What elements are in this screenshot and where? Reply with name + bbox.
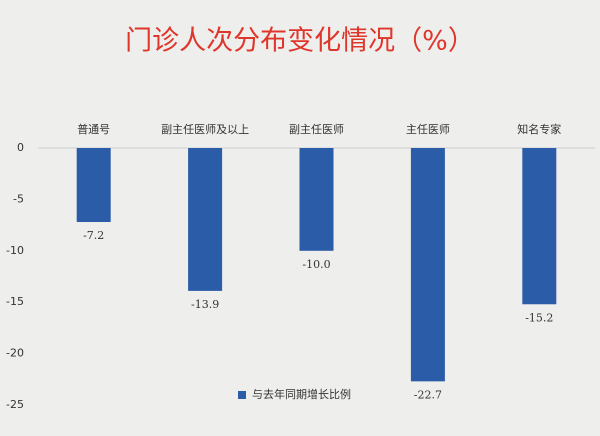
- value-label: -7.2: [83, 229, 104, 242]
- legend-swatch: [238, 391, 246, 399]
- x-tick-label: 副主任医师及以上: [161, 123, 249, 136]
- x-tick-label: 普通号: [77, 122, 110, 136]
- value-label: -13.9: [191, 298, 219, 311]
- bar: [522, 148, 557, 305]
- legend-label: 与去年同期增长比例: [252, 387, 351, 401]
- y-tick-label: -10: [6, 244, 24, 257]
- y-tick-label: -5: [13, 192, 24, 205]
- x-tick-label: 主任医师: [406, 123, 450, 136]
- chart-title: 门诊人次分布变化情况（%）: [125, 26, 475, 57]
- x-tick-label: 副主任医师: [289, 123, 344, 136]
- x-tick-label: 知名专家: [517, 122, 561, 136]
- bar: [188, 148, 223, 291]
- bar: [299, 148, 334, 251]
- bar: [410, 148, 445, 382]
- y-tick-label: -15: [6, 295, 24, 308]
- value-label: -22.7: [414, 388, 442, 401]
- y-tick-label: 0: [17, 141, 24, 154]
- value-label: -10.0: [302, 258, 330, 271]
- bar: [76, 148, 111, 223]
- y-tick-label: -25: [6, 398, 24, 411]
- value-label: -15.2: [525, 311, 553, 324]
- y-tick-label: -20: [6, 347, 24, 360]
